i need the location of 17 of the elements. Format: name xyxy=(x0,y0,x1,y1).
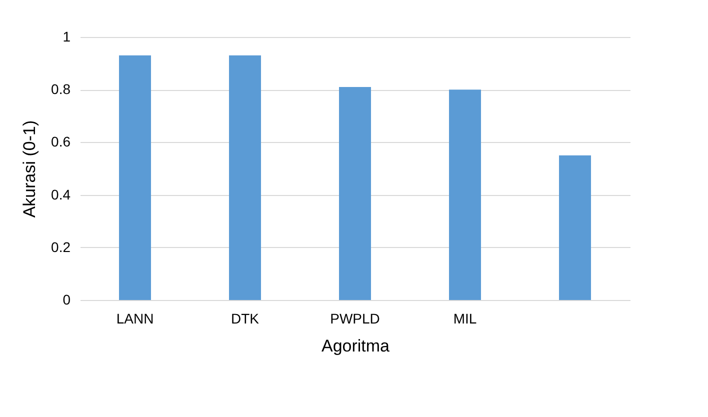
bar xyxy=(119,55,151,300)
x-tick-label: LANN xyxy=(116,310,154,326)
y-axis-title: Akurasi (0-1) xyxy=(20,120,40,218)
bar xyxy=(339,86,371,300)
y-tick-label: 0.2 xyxy=(51,238,71,255)
y-tick-label: 0.4 xyxy=(51,186,71,202)
y-tick-label: 0.8 xyxy=(51,81,71,98)
bar xyxy=(559,155,591,300)
y-tick-label: 0.6 xyxy=(51,134,71,150)
y-tick-label: 1 xyxy=(62,28,71,44)
x-axis-title: Agoritma xyxy=(321,336,390,356)
y-tick-label: 0 xyxy=(62,292,71,308)
bar xyxy=(449,90,481,300)
x-tick-label: PWPLD xyxy=(330,310,380,326)
x-tick-label: DTK xyxy=(231,310,260,326)
x-tick-label: MIL xyxy=(453,310,477,326)
bar xyxy=(229,55,261,300)
